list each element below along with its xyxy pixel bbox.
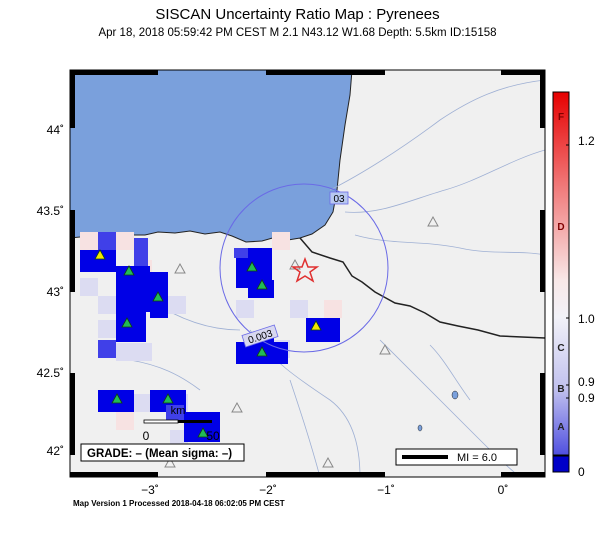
grade-label: B [557, 384, 564, 395]
contour-label-group: 03 0.003 [241, 191, 349, 348]
scale-bar: km 0 50 [143, 405, 220, 443]
scale-right-label: 50 [206, 429, 220, 443]
station-alert-icon [94, 249, 106, 260]
map-area: 03 0.003 [70, 70, 545, 477]
grade-text: GRADE: – (Mean sigma: –) [87, 448, 232, 460]
lon-label: 0˚ [498, 483, 509, 497]
lat-label: 44˚ [47, 123, 64, 137]
lat-label: 42˚ [47, 444, 64, 458]
scale-unit: km [171, 405, 186, 417]
colorbar: F D C B A 1.2 1.0 0.9 0.9 0 [552, 91, 595, 479]
map-title: SISCAN Uncertainty Ratio Map : Pyrenees [155, 6, 440, 23]
map-frame [69, 69, 546, 478]
contour-label-a: 03 [333, 194, 345, 205]
colorbar-value: 1.2 [578, 134, 595, 148]
colorbar-value: 0.9 [578, 375, 595, 389]
lon-label: −3˚ [141, 483, 159, 497]
colorbar-value: 1.0 [578, 312, 595, 326]
grade-label: D [557, 222, 564, 233]
active-stations [94, 249, 322, 438]
scale-left-label: 0 [143, 429, 150, 443]
epicenter-star-icon [290, 256, 320, 283]
sea-area [70, 70, 353, 243]
border-line [299, 237, 545, 339]
grade-label: F [558, 112, 564, 123]
lat-label: 42.5˚ [37, 366, 64, 380]
grade-label: A [557, 422, 564, 433]
uncertainty-cells [80, 232, 342, 448]
colorbar-value: 0 [578, 465, 585, 479]
station-alert-icon [310, 320, 322, 331]
lat-label: 43˚ [47, 285, 64, 299]
mi-legend: MI = 6.0 [395, 448, 518, 466]
lat-label: 43.5˚ [37, 204, 64, 218]
uncertainty-contours [219, 183, 389, 353]
map-subtitle: Apr 18, 2018 05:59:42 PM CEST M 2.1 N43.… [98, 27, 497, 39]
lon-label: −2˚ [259, 483, 277, 497]
grade-label: C [557, 343, 564, 354]
grade-box: GRADE: – (Mean sigma: –) [80, 443, 245, 462]
processed-footer: Map Version 1 Processed 2018-04-18 06:02… [73, 499, 285, 508]
lon-label: −1˚ [377, 483, 395, 497]
colorbar-value: 0.9 [578, 391, 595, 405]
lon-axis-labels: −3˚ −2˚ −1˚ 0˚ [141, 483, 508, 497]
mi-legend-text: MI = 6.0 [457, 452, 497, 464]
lat-axis-labels: 44˚ 43.5˚ 43˚ 42.5˚ 42˚ [37, 123, 64, 458]
